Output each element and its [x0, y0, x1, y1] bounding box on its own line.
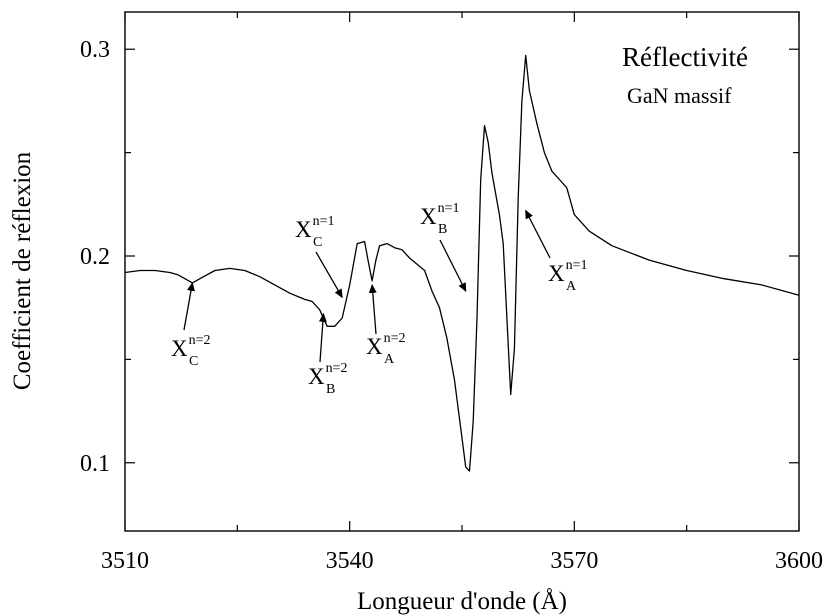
x-tick-label: 3570 [550, 548, 598, 574]
y-tick-label: 0.3 [80, 37, 110, 63]
annotation-label-xc-n1: Xn=1 C [295, 214, 335, 250]
x-axis-label: Longueur d'onde (Å) [357, 588, 567, 615]
annotation-label-xb-n2: Xn=2 B [308, 361, 348, 397]
annotation-arrow-xc-n2 [183, 281, 195, 331]
annotation-arrow-xa-n2 [368, 283, 377, 335]
annotation-label-xc-n2: Xn=2 C [171, 333, 211, 369]
y-axis-label: Coefficient de réflexion [9, 151, 36, 390]
x-tick-label: 3540 [326, 548, 374, 574]
x-tick-label: 3600 [775, 548, 823, 574]
reflectivity-curve [124, 54, 800, 472]
y-tick-label: 0.2 [80, 244, 110, 270]
chart-subtitle: GaN massif [627, 83, 732, 108]
annotation-arrow-xb-n2 [318, 312, 327, 363]
x-tick-label: 3510 [101, 548, 149, 574]
annotation-arrow-xc-n1 [315, 251, 343, 299]
exciton-annotations: Xn=2 C Xn=2 B Xn=1 C Xn=2 A Xn=1 B Xn=1 A [171, 201, 588, 397]
annotation-label-xb-n1: Xn=1 B [420, 201, 460, 237]
chart-title: Réflectivité [622, 42, 748, 72]
annotation-arrow-xb-n1 [439, 239, 467, 293]
annotation-label-xa-n1: Xn=1 A [548, 258, 588, 294]
y-tick-label: 0.1 [80, 451, 110, 477]
axis-ticks [124, 12, 800, 531]
annotation-arrow-xa-n1 [525, 209, 551, 259]
annotation-label-xa-n2: Xn=2 A [366, 331, 406, 367]
tick-labels: 3510 3540 3570 3600 0.1 0.2 0.3 [80, 37, 823, 574]
